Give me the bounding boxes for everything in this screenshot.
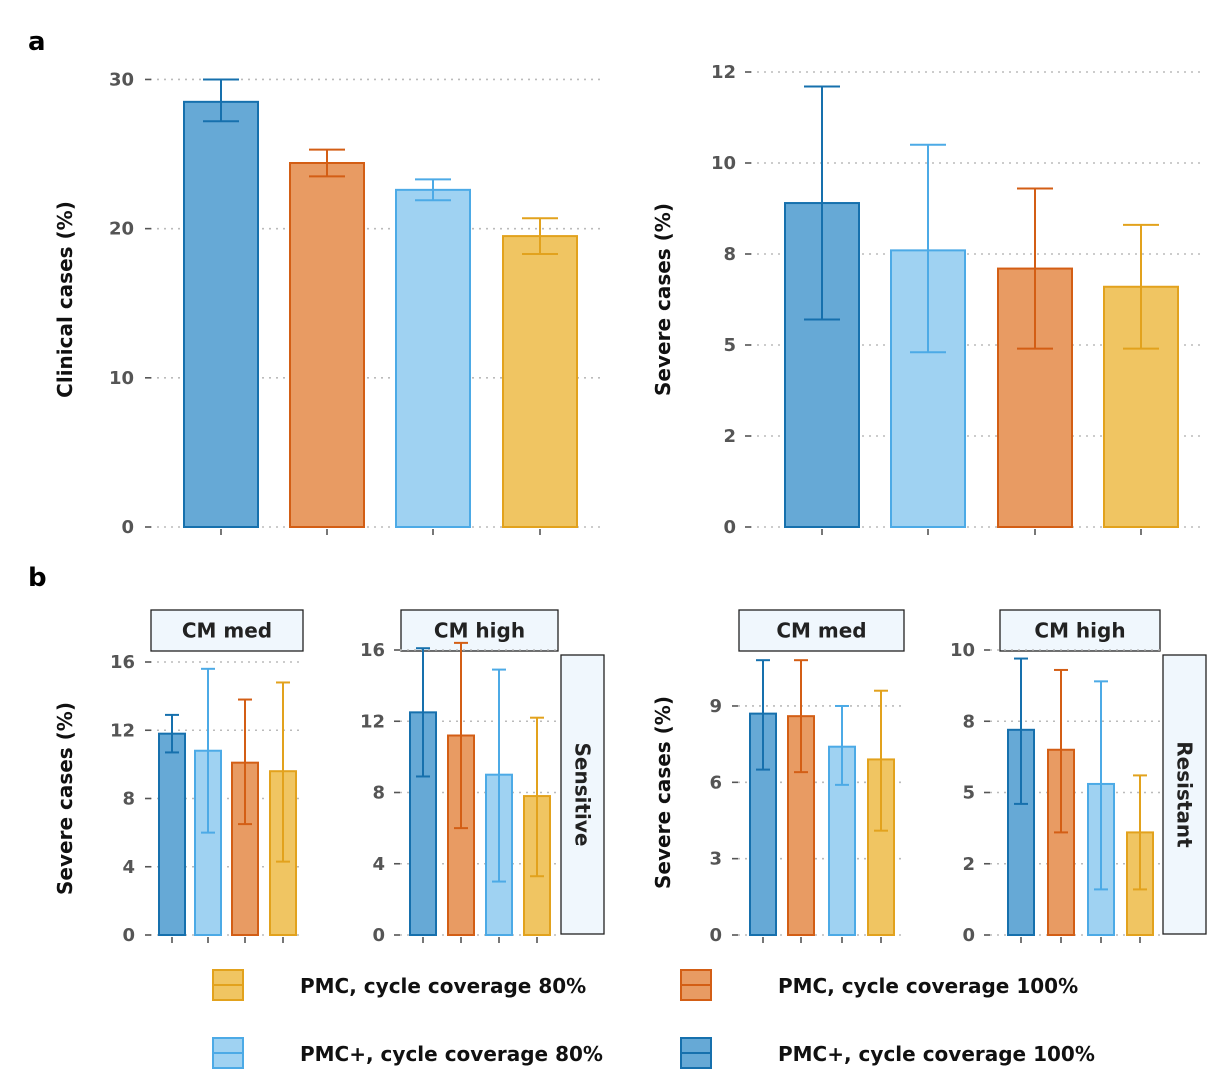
y-tick-label: 8 (372, 783, 385, 804)
row-strip-label: Resistant (1173, 741, 1197, 848)
y-tick-label: 16 (360, 640, 385, 661)
y-tick-label: 8 (723, 244, 736, 265)
y-tick-label: 5 (723, 335, 736, 356)
legend: PMC, cycle coverage 80% PMC, cycle covera… (212, 969, 1095, 1069)
chart-a_left: 0 10 20 30 Clinical cases (%) (53, 69, 600, 538)
facet-strip-label: CM med (182, 619, 272, 643)
chart-a_right: 0 2 5 8 10 12 Severe cases (%) (651, 62, 1202, 538)
legend-item-pmc_plus_80: PMC+, cycle coverage 80% (212, 1037, 603, 1069)
y-tick-label: 10 (950, 640, 975, 661)
y-tick-label: 3 (709, 849, 722, 870)
bar-pmc_80 (502, 235, 578, 528)
row-strip (560, 654, 605, 935)
y-tick-label: 10 (711, 153, 736, 174)
y-tick-label: 0 (723, 517, 736, 538)
y-tick-label: 0 (372, 925, 385, 946)
legend-label: PMC, cycle coverage 80% (300, 974, 586, 998)
y-tick-label: 12 (711, 62, 736, 83)
y-axis-label: Severe cases (%) (651, 203, 675, 396)
legend-item-pmc_100: PMC, cycle coverage 100% (680, 969, 1078, 1001)
y-tick-label: 4 (122, 857, 135, 878)
legend-item-pmc_80: PMC, cycle coverage 80% (212, 969, 586, 1001)
legend-label: PMC+, cycle coverage 100% (778, 1042, 1095, 1066)
bar-pmc_plus_100 (183, 100, 259, 529)
facet-strip (400, 609, 559, 652)
bar-pmc_100 (289, 162, 365, 528)
facet-strip (999, 609, 1161, 652)
chart-b_resistant_high: CM high Resistant 0 2 5 8 10 (950, 609, 1207, 946)
chart-b_resistant_med: CM med 0 3 6 9 Severe cases (%) (651, 609, 905, 946)
y-tick-label: 2 (962, 854, 975, 875)
panel-label-b: b (28, 563, 47, 593)
y-tick-label: 12 (360, 711, 385, 732)
y-tick-label: 0 (962, 925, 975, 946)
y-axis-label: Severe cases (%) (53, 702, 77, 895)
y-tick-label: 0 (122, 925, 135, 946)
bar-pmc_100 (1047, 748, 1075, 936)
y-tick-label: 10 (109, 368, 134, 389)
y-tick-label: 4 (372, 854, 385, 875)
y-axis-label: Severe cases (%) (651, 696, 675, 889)
facet-strip-label: CM med (776, 619, 866, 643)
y-tick-label: 12 (110, 720, 135, 741)
row-strip-label: Sensitive (571, 743, 595, 847)
legend-item-pmc_plus_100: PMC+, cycle coverage 100% (680, 1037, 1095, 1069)
row-strip (1162, 654, 1207, 935)
facet-strip (150, 609, 304, 652)
facet-strip-label: CM high (434, 619, 525, 643)
chart-b_sensitive_med: CM med 0 4 8 12 16 Severe cases (%) (53, 609, 304, 946)
y-axis-label: Clinical cases (%) (53, 201, 77, 398)
chart-b_sensitive_high: CM high Sensitive 0 4 8 12 16 (360, 609, 605, 946)
y-tick-label: 30 (109, 69, 134, 90)
y-tick-label: 0 (709, 925, 722, 946)
y-tick-label: 2 (723, 426, 736, 447)
y-tick-label: 20 (109, 219, 134, 240)
y-tick-label: 5 (962, 783, 975, 804)
bar-pmc_plus_80 (395, 188, 471, 529)
facet-strip (738, 609, 905, 652)
legend-label: PMC+, cycle coverage 80% (300, 1042, 603, 1066)
y-tick-label: 0 (121, 517, 134, 538)
y-tick-label: 16 (110, 652, 135, 673)
panel-label-a: a (28, 27, 46, 57)
y-tick-label: 6 (709, 772, 722, 793)
legend-label: PMC, cycle coverage 100% (778, 974, 1078, 998)
y-tick-label: 8 (122, 789, 135, 810)
facet-strip-label: CM high (1034, 619, 1125, 643)
bar-pmc_plus_100 (158, 732, 186, 936)
y-tick-label: 8 (962, 711, 975, 732)
y-tick-label: 9 (709, 696, 722, 717)
